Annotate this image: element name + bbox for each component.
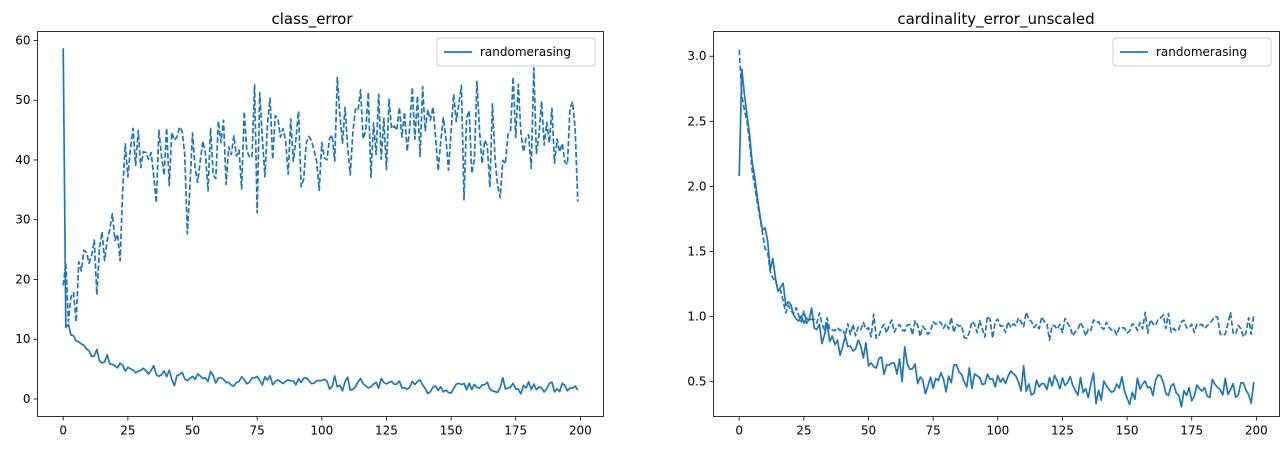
chart-panel-class-error: class_error 0 25 50 75 100 125 150 175 200 0 10 20… bbox=[15, 10, 604, 438]
chart-title: class_error bbox=[271, 10, 353, 29]
plot-frame bbox=[713, 31, 1280, 417]
y-tick-label: 10 bbox=[15, 332, 30, 346]
y-tick-label: 0.5 bbox=[687, 375, 706, 389]
y-tick-label: 3.0 bbox=[687, 49, 706, 63]
y-tick-label: 1.0 bbox=[687, 310, 706, 324]
y-tick-label: 50 bbox=[15, 93, 30, 107]
y-tick-label: 20 bbox=[15, 272, 30, 286]
x-tick-label: 125 bbox=[375, 424, 398, 438]
x-tick-label: 0 bbox=[59, 424, 67, 438]
legend: randomerasing bbox=[436, 37, 596, 67]
x-axis-ticks: 0 25 50 75 100 125 150 175 200 bbox=[735, 416, 1268, 438]
legend-box bbox=[436, 37, 596, 67]
x-tick-label: 100 bbox=[986, 424, 1009, 438]
x-tick-label: 75 bbox=[250, 424, 265, 438]
legend-label-randomerasing: randomerasing bbox=[1156, 45, 1247, 59]
x-tick-label: 100 bbox=[310, 424, 333, 438]
y-tick-label: 2.0 bbox=[687, 179, 706, 193]
x-tick-label: 0 bbox=[735, 424, 743, 438]
x-tick-label: 200 bbox=[1245, 424, 1268, 438]
series-line-randomerasing bbox=[62, 48, 579, 395]
x-tick-label: 200 bbox=[569, 424, 592, 438]
y-tick-label: 0 bbox=[23, 392, 31, 406]
series-layer bbox=[62, 48, 579, 395]
y-tick-label: 1.5 bbox=[687, 245, 706, 259]
series-line-dashed bbox=[62, 67, 579, 323]
legend-box bbox=[1112, 37, 1272, 67]
legend: randomerasing bbox=[1112, 37, 1272, 67]
y-tick-label: 40 bbox=[15, 153, 30, 167]
x-tick-label: 125 bbox=[1051, 424, 1074, 438]
x-tick-label: 50 bbox=[185, 424, 200, 438]
x-tick-label: 150 bbox=[440, 424, 463, 438]
x-tick-label: 175 bbox=[504, 424, 527, 438]
series-layer bbox=[738, 49, 1255, 408]
x-tick-label: 50 bbox=[861, 424, 876, 438]
y-axis-ticks: 0.5 1.0 1.5 2.0 2.5 3.0 bbox=[687, 49, 714, 389]
x-tick-label: 150 bbox=[1116, 424, 1139, 438]
y-tick-label: 2.5 bbox=[687, 114, 706, 128]
legend-label-randomerasing: randomerasing bbox=[480, 45, 571, 59]
chart-panel-cardinality-error-unscaled: cardinality_error_unscaled 0 25 50 75 100 125… bbox=[687, 10, 1280, 438]
chart-title: cardinality_error_unscaled bbox=[897, 10, 1094, 29]
x-tick-label: 75 bbox=[926, 424, 941, 438]
x-tick-label: 175 bbox=[1180, 424, 1203, 438]
x-axis-ticks: 0 25 50 75 100 125 150 175 200 bbox=[59, 416, 592, 438]
x-tick-label: 25 bbox=[796, 424, 811, 438]
plot-frame bbox=[37, 31, 604, 417]
y-axis-ticks: 0 10 20 30 40 50 60 bbox=[15, 33, 38, 406]
x-tick-label: 25 bbox=[120, 424, 135, 438]
y-tick-label: 30 bbox=[15, 213, 30, 227]
y-tick-label: 60 bbox=[15, 33, 30, 47]
series-line-randomerasing bbox=[738, 68, 1255, 408]
series-line-dashed bbox=[738, 49, 1255, 341]
